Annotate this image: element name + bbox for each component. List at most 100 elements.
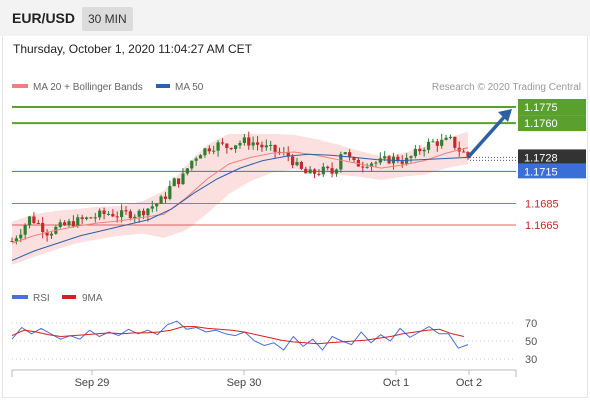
- candle-body: [273, 144, 277, 152]
- time-ticks: Sep 29 Sep 30 Oct 1 Oct 2: [75, 370, 482, 389]
- candle-body: [203, 148, 207, 156]
- candle-body: [89, 217, 93, 219]
- candle-body: [128, 211, 132, 219]
- candle-body: [194, 158, 198, 161]
- timestamp: Thursday, October 1, 2020 11:04:27 AM CE…: [13, 42, 253, 56]
- candle-body: [115, 216, 119, 218]
- moving-averages-layer: [11, 109, 512, 261]
- resistance-label-text: 1.1775: [524, 102, 558, 114]
- candle-body: [405, 157, 409, 164]
- candle-body: [422, 149, 426, 152]
- candle-body: [453, 136, 457, 148]
- candle-body: [225, 143, 229, 148]
- candle-body: [93, 217, 97, 219]
- level-labels-layer: 1.1775 1.1760 1.1728 1.1715 1.1685 1.1665: [518, 99, 586, 232]
- rsi-tick-label: 30: [525, 354, 537, 366]
- candle-body: [45, 231, 49, 236]
- rsi-legend-swatch: [12, 295, 28, 299]
- candle-body: [374, 162, 378, 164]
- credit-text: Research © 2020 Trading Central: [432, 82, 581, 93]
- candle-body: [299, 161, 303, 169]
- candle-body: [58, 222, 62, 227]
- header-bar: EUR/USD 30 MIN: [0, 0, 590, 36]
- candle-body: [260, 144, 264, 148]
- candle-body: [409, 156, 413, 158]
- candle-body: [321, 166, 325, 175]
- candle-body: [76, 217, 80, 227]
- candle-body: [159, 196, 163, 204]
- candle-body: [286, 152, 290, 157]
- last-price-label: 1.1728: [518, 149, 586, 165]
- candle-body: [63, 222, 67, 225]
- candle-body: [251, 142, 255, 146]
- time-tick-label: Sep 30: [227, 377, 262, 389]
- forecast-arrow: [466, 113, 508, 159]
- candle-body: [291, 156, 295, 166]
- candle-body: [396, 156, 400, 162]
- time-tick-label: Oct 1: [383, 377, 409, 389]
- candle-body: [326, 166, 330, 169]
- candle-body: [369, 163, 374, 167]
- candle-body: [383, 156, 387, 159]
- candle-body: [10, 241, 14, 243]
- candle-body: [137, 210, 141, 217]
- candle-body: [317, 173, 321, 175]
- time-tick-label: Sep 29: [75, 377, 110, 389]
- candle-body: [177, 178, 181, 185]
- candle-body: [49, 233, 54, 236]
- candle-body: [146, 208, 150, 216]
- candle-body: [19, 234, 23, 239]
- candle-body: [264, 145, 268, 148]
- forecast-arrowhead: [498, 109, 512, 122]
- candle-body: [27, 216, 32, 226]
- candle-body: [339, 154, 343, 170]
- candle-body: [141, 210, 146, 216]
- candle-body: [431, 141, 435, 143]
- rsi-ma-legend-label: 9MA: [82, 293, 103, 304]
- ma50-line: [11, 153, 469, 261]
- candle-body: [462, 151, 466, 153]
- candle-body: [106, 213, 111, 215]
- candle-body: [111, 213, 115, 217]
- candle-body: [150, 206, 154, 209]
- bollinger-band: [12, 131, 468, 265]
- candle-body: [426, 141, 431, 150]
- candle-body: [67, 221, 71, 225]
- chart-frame: [2, 36, 588, 398]
- candle-body: [98, 210, 102, 218]
- last-price-text: 1.1728: [524, 152, 558, 164]
- rsi-ma-line: [11, 326, 465, 345]
- bb-legend-swatch: [12, 84, 28, 88]
- pivot-label-text: 1.1715: [524, 166, 558, 178]
- bb-legend-label: MA 20 + Bollinger Bands: [33, 82, 143, 93]
- rsi-panel: 70 50 30: [11, 318, 537, 366]
- candle-body: [352, 157, 356, 160]
- candle-body: [36, 222, 40, 224]
- candle-body: [120, 210, 124, 218]
- candle-body: [242, 137, 246, 143]
- candle-body: [448, 136, 453, 138]
- candle-body: [269, 144, 273, 146]
- candle-body: [466, 152, 470, 157]
- resistance-label: 1.1760: [518, 115, 586, 132]
- rsi-line: [11, 320, 469, 351]
- rsi-tick-label: 50: [525, 336, 537, 348]
- candle-body: [41, 222, 45, 232]
- candle-body: [212, 150, 216, 152]
- candle-body: [207, 148, 211, 152]
- candle-body: [330, 168, 334, 174]
- candle-body: [71, 221, 75, 227]
- candle-body: [435, 141, 439, 146]
- candle-body: [124, 210, 128, 212]
- candle-body: [295, 161, 299, 166]
- pivot-label-box: [518, 163, 586, 179]
- resistance-label-box: [518, 115, 586, 132]
- timeframe-badge[interactable]: 30 MIN: [82, 7, 133, 31]
- bollinger-band-layer: [12, 131, 468, 265]
- candle-body: [440, 139, 444, 146]
- candle-body: [343, 152, 347, 155]
- candle-body: [185, 168, 189, 174]
- candle-body: [304, 168, 308, 174]
- candle-body: [247, 137, 251, 146]
